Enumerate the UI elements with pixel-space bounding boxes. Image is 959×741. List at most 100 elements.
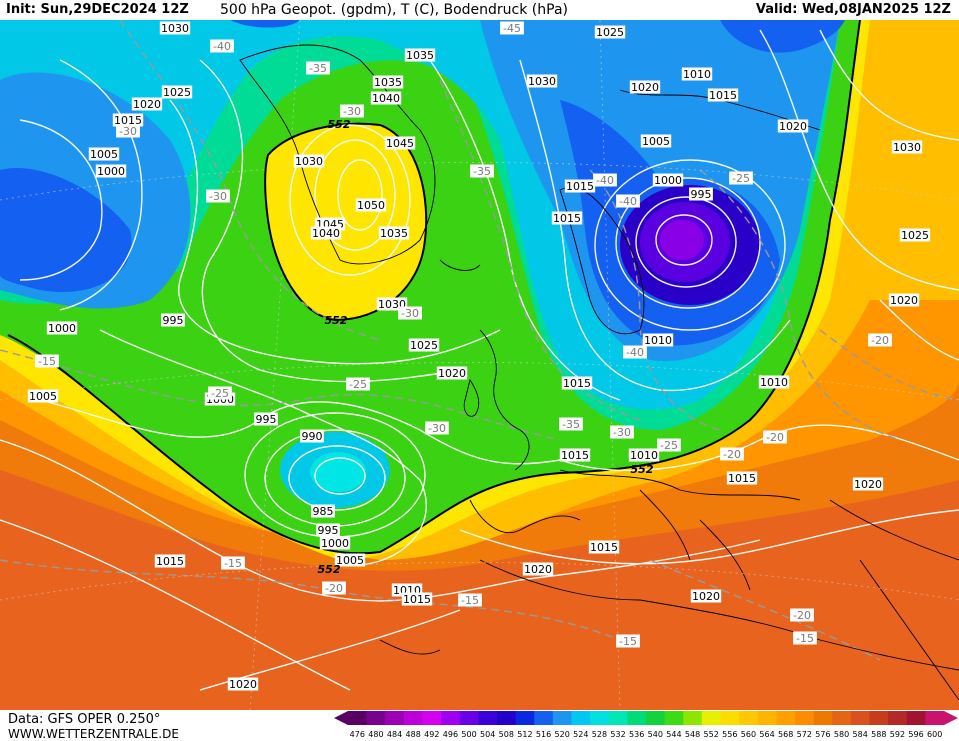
temperature-label: -30 [425,421,449,435]
field-deep-blue-west [0,168,132,292]
pressure-label: 1020 [522,562,554,576]
pressure-label: 1045 [384,136,416,150]
legend-swatch [366,711,386,725]
pressure-text: 1050 [357,199,385,212]
temperature-text: -20 [723,448,741,461]
temperature-label: -40 [616,194,640,208]
pressure-text: 1020 [229,678,257,691]
legend-swatch [906,711,926,725]
legend-value: 500 [461,730,476,739]
temperature-text: -30 [209,190,227,203]
temperature-label: -20 [720,447,744,461]
temperature-text: -40 [619,195,637,208]
legend-value: 492 [424,730,439,739]
pressure-text: 1010 [683,68,711,81]
contour-552-text: 552 [318,563,341,576]
map-labels: 1030 1035 1025 1025 1035 1030 1010 1020 1040 1020… [27,21,931,691]
temperature-text: -35 [309,62,327,75]
temperature-label: -25 [346,377,370,391]
pressure-label: 1000 [46,321,78,335]
pressure-text: 1015 [563,377,591,390]
pressure-text: 1015 [566,180,594,193]
pressure-text: 1005 [336,554,364,567]
temperature-label: -15 [616,634,640,648]
pressure-label: 1005 [27,389,59,403]
contour-552-main [7,20,861,555]
temperature-text: -25 [211,387,229,400]
pressure-label: 1020 [131,97,163,111]
pressure-label: 1020 [888,293,920,307]
pressure-text: 1020 [692,590,720,603]
pressure-text: 995 [256,413,277,426]
pressure-text: 1015 [728,472,756,485]
legend-swatch [813,711,833,725]
temperature-text: -40 [626,346,644,359]
temperature-label: -30 [340,104,364,118]
pressure-label: 1035 [372,75,404,89]
pressure-text: 1015 [114,114,142,127]
init-time: Init: Sun,29DEC2024 12Z [6,2,189,17]
legend-swatch [832,711,852,725]
pressure-label: 1030 [526,74,558,88]
legend-swatch [571,711,591,725]
legend-value: 544 [666,730,681,739]
temperature-label: -40 [623,345,647,359]
temperature-label: -30 [206,189,230,203]
legend-value: 580 [834,730,849,739]
legend-swatch [534,711,554,725]
field-blue-top [230,20,300,28]
pressure-label: 1005 [88,147,120,161]
legend-value: 568 [778,730,793,739]
legend-swatch [459,711,479,725]
legend-value: 508 [499,730,514,739]
temperature-text: -30 [343,105,361,118]
graticule [0,20,959,710]
pressure-text: 1015 [709,89,737,102]
legend-swatch [850,711,870,725]
pressure-label: 1020 [436,366,468,380]
pressure-text: 1015 [553,212,581,225]
pressure-label: 990 [300,429,324,443]
temperature-text: -15 [619,635,637,648]
temperature-label: -40 [593,173,617,187]
temperature-text: -20 [766,431,784,444]
pressure-label: 1015 [561,376,593,390]
pressure-text: 1030 [295,155,323,168]
legend-value: 540 [648,730,663,739]
pressure-label: 1035 [378,226,410,240]
pressure-text: 1035 [374,76,402,89]
pressure-label: 1015 [154,554,186,568]
pressure-label: 1005 [334,553,366,567]
site-credit: WWW.WETTERZENTRALE.DE [8,727,179,741]
legend-swatch [441,711,461,725]
temperature-label: -30 [398,306,422,320]
pressure-label: 1000 [652,173,684,187]
legend-value: 576 [815,730,830,739]
temperature-text: -40 [596,174,614,187]
legend-value: 548 [685,730,700,739]
legend-value: 556 [722,730,737,739]
temperature-label: -40 [210,39,234,53]
field-blue-north [720,20,845,53]
contour-552-text: 552 [328,118,351,131]
pressure-label: 1015 [726,471,758,485]
temperature-text: -30 [401,307,419,320]
pressure-label: 1025 [899,228,931,242]
data-source: Data: GFS OPER 0.250° [8,712,161,727]
temperature-text: -20 [871,334,889,347]
legend-value: 524 [573,730,588,739]
pressure-label: 1005 [640,134,672,148]
pressure-label: 1020 [690,589,722,603]
legend-swatch [664,711,684,725]
pressure-text: 1020 [779,120,807,133]
temperature-text: -25 [349,378,367,391]
legend-value: 516 [536,730,551,739]
pressure-text: 1005 [29,390,57,403]
legend-swatch [478,711,498,725]
pressure-label: 1015 [588,540,620,554]
pressure-text: 1025 [163,86,191,99]
isotherms [0,20,959,661]
contour-552-label: 552 [318,563,341,576]
pressure-text: 985 [313,505,334,518]
legend-value: 596 [908,730,923,739]
